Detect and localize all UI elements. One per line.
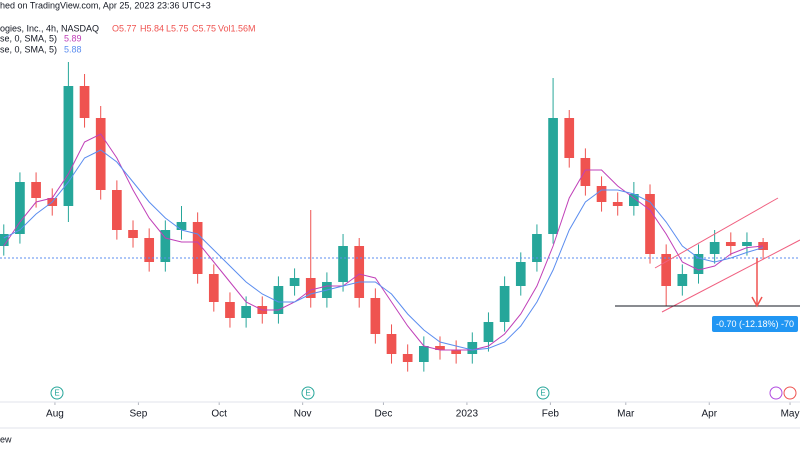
annotation: -0.70 (-12.18%) -70 [716, 319, 794, 329]
candle-body [338, 246, 348, 282]
svg-text:E: E [305, 389, 310, 398]
svg-text:E: E [54, 389, 59, 398]
sma-value: 5.88 [64, 44, 82, 54]
published: hed on TradingView.com, Apr 25, 2023 23:… [0, 0, 211, 10]
candle-body [386, 334, 397, 354]
candle-body [305, 278, 316, 298]
sma-label: se, 0, SMA, 5) [0, 44, 57, 54]
candle-body [596, 186, 607, 202]
channel-line [661, 239, 800, 313]
x-tick-label: 2023 [456, 409, 479, 420]
x-tick-label: May [781, 409, 800, 420]
plot-layer: Aug Sep Oct Nov Dec 2023 Feb Mar Apr May [0, 62, 799, 420]
x-tick-label: Apr [701, 409, 717, 420]
candle-body [31, 182, 41, 198]
earnings-marker[interactable]: E [301, 386, 315, 400]
candle-body [483, 322, 494, 342]
sma-line [3, 149, 764, 351]
x-tick-label: Dec [375, 409, 393, 420]
candle-body [629, 194, 639, 206]
candle-body [532, 234, 542, 262]
event-marker[interactable] [769, 386, 783, 400]
ohlc-open: O5.77 [112, 23, 137, 33]
candle-body [564, 118, 575, 158]
channel-line [654, 197, 779, 269]
candle-body [273, 286, 284, 314]
candle-body [499, 286, 510, 322]
candle-body [63, 86, 74, 206]
candle-body [208, 274, 219, 302]
x-tick-label: Oct [211, 409, 227, 420]
candle-body [112, 190, 122, 230]
candle-body [742, 242, 752, 246]
candle-body [661, 254, 672, 286]
earnings-marker[interactable]: E [536, 386, 550, 400]
x-tick-label: Mar [617, 409, 635, 420]
ohlc-high: H5.84 [140, 23, 164, 33]
candle-body [451, 350, 461, 354]
candle-body [467, 342, 478, 354]
symbol: ogies, Inc., 4h, NASDAQ [0, 23, 99, 33]
candle-body [79, 86, 90, 118]
candle-body [160, 230, 171, 262]
candle-body [580, 158, 591, 186]
candle-body [709, 242, 720, 254]
ohlc-close: C5.75 [192, 23, 216, 33]
sma-label: se, 0, SMA, 5) [0, 33, 57, 43]
candle-body [354, 246, 365, 298]
sma-line [3, 133, 764, 351]
event-marker[interactable] [783, 386, 797, 400]
candle-body [645, 194, 655, 254]
candle-body [548, 118, 558, 234]
x-tick-label: Sep [130, 409, 148, 420]
arrow-head [751, 296, 763, 308]
candle-body [677, 274, 688, 286]
volume: Vol1.56M [218, 23, 256, 33]
sma-value: 5.89 [64, 33, 82, 43]
candle-body [435, 346, 445, 350]
x-tick-label: Nov [294, 409, 312, 420]
candle-body [515, 262, 526, 286]
candle-body [693, 254, 704, 274]
ohlc-low: L5.75 [166, 23, 189, 33]
candle-body [192, 222, 203, 274]
earnings-marker[interactable]: E [50, 386, 64, 400]
candle-body [128, 230, 138, 238]
candle-body [370, 298, 381, 334]
x-tick-label: Feb [542, 409, 560, 420]
footer: ew [0, 434, 12, 444]
candle-body [144, 238, 155, 262]
candle-body [418, 346, 429, 362]
candle-body [402, 354, 413, 362]
candle-body [0, 234, 9, 246]
svg-text:E: E [540, 389, 545, 398]
x-tick-label: Aug [46, 409, 64, 420]
candle-body [95, 118, 106, 190]
candle-body [241, 306, 251, 318]
candle-body [289, 278, 300, 286]
annotation-box [712, 316, 798, 332]
candle-body [176, 222, 187, 230]
candle-body [15, 182, 25, 234]
candle-body [612, 202, 623, 206]
candle-body [225, 302, 235, 318]
candle-body [725, 242, 736, 246]
